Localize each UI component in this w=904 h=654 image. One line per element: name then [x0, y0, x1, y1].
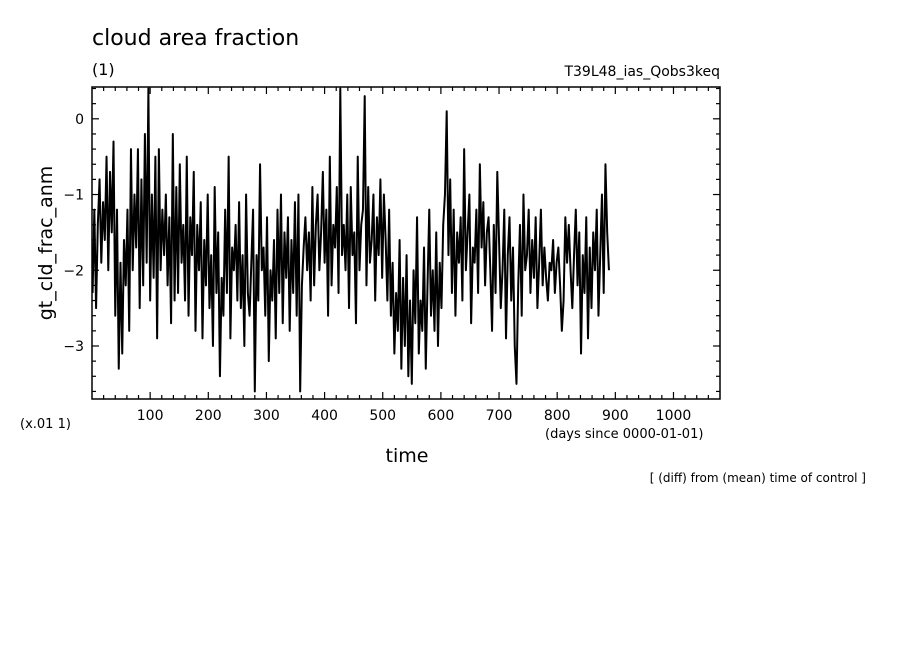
y-tick-label: −3 [63, 339, 84, 355]
run-label: T39L48_ias_Qobs3keq [563, 64, 720, 80]
x-tick-label: 800 [544, 408, 571, 424]
y-tick-label: −2 [63, 263, 84, 279]
x-axis-label: time [386, 445, 429, 467]
x-tick-label: 100 [137, 408, 164, 424]
x-tick-labels: 100 200 300 400 500 600 700 800 900 1000 [137, 408, 692, 424]
y-tick-label: 0 [75, 112, 84, 128]
y-scale-note: (x.01 1) [20, 417, 71, 432]
x-tick-label: 500 [369, 408, 396, 424]
x-tick-label: 1000 [656, 408, 692, 424]
footnote: [ (diff) from (mean) time of control ] [650, 471, 866, 485]
y-tick-labels: 0 −1 −2 −3 [63, 112, 84, 355]
x-tick-label: 600 [428, 408, 455, 424]
plot-frame [91, 86, 721, 400]
x-tick-label: 200 [195, 408, 222, 424]
x-tick-label: 700 [486, 408, 513, 424]
x-tick-label: 400 [311, 408, 338, 424]
chart-title: cloud area fraction [92, 26, 299, 51]
x-tick-label: 900 [602, 408, 629, 424]
x-unit-label: (days since 0000-01-01) [545, 427, 703, 442]
chart-subtitle: (1) [92, 60, 115, 79]
y-axis-label: gt_cld_frac_anm [35, 166, 57, 321]
series-line [91, 87, 610, 393]
y-tick-label: −1 [63, 188, 84, 204]
x-tick-label: 300 [253, 408, 280, 424]
